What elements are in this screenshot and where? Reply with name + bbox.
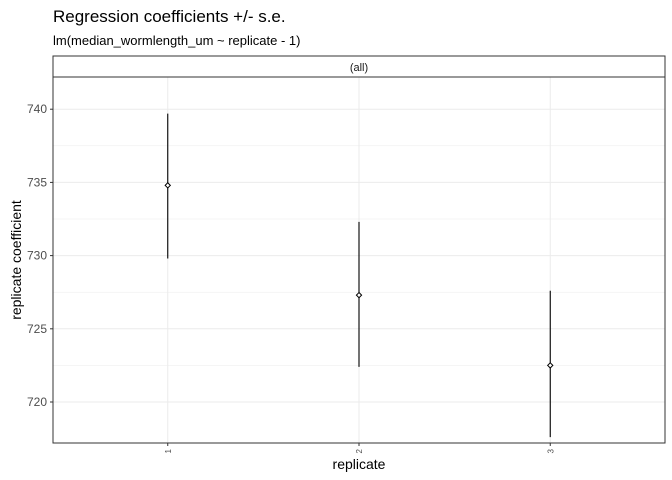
- y-tick-label: 735: [27, 175, 47, 189]
- coefficient-point: [164, 182, 172, 189]
- x-tick-label: 2: [355, 448, 364, 453]
- data-marks: [164, 113, 554, 438]
- x-tick-label: 1: [164, 448, 173, 453]
- x-axis: 1 2 3: [164, 443, 555, 453]
- y-tick-label: 725: [27, 322, 47, 336]
- x-axis-title: replicate: [333, 456, 386, 472]
- coefficient-point: [355, 291, 363, 299]
- coefficient-point: [546, 362, 554, 369]
- facet-strip-label: (all): [350, 62, 368, 74]
- chart-title: Regression coefficients +/- s.e.: [53, 7, 286, 26]
- y-tick-label: 740: [27, 102, 47, 116]
- chart-subtitle: lm(median_wormlength_um ~ replicate - 1): [53, 33, 300, 48]
- x-tick-label: 3: [546, 448, 555, 453]
- y-axis-title: replicate coefficient: [8, 200, 24, 320]
- y-tick-label: 720: [27, 395, 47, 409]
- y-axis: 720 725 730 735 740: [27, 102, 53, 409]
- y-tick-label: 730: [27, 249, 47, 263]
